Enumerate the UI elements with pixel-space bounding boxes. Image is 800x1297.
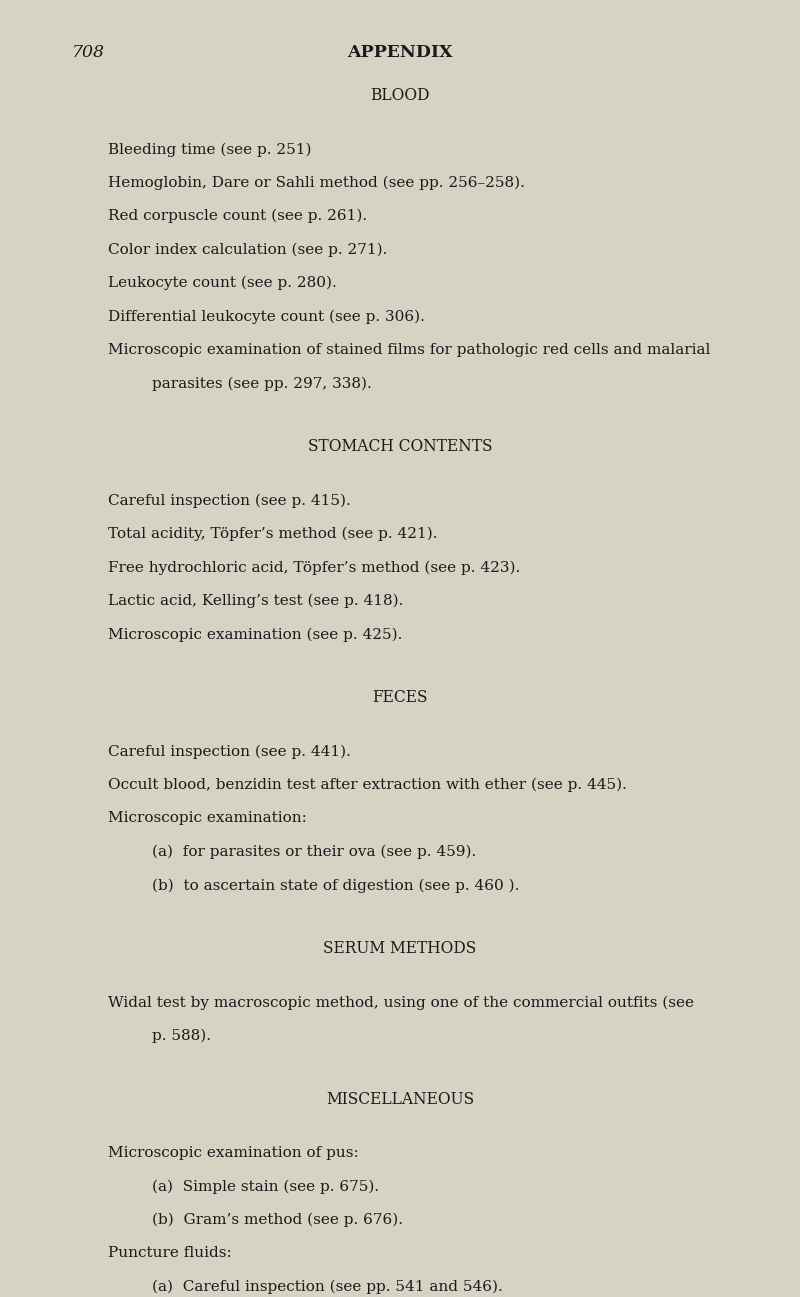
Text: Red corpuscle count (see p. 261).: Red corpuscle count (see p. 261). [108,209,367,223]
Text: Lactic acid, Kelling’s test (see p. 418).: Lactic acid, Kelling’s test (see p. 418)… [108,594,403,608]
Text: Microscopic examination of pus:: Microscopic examination of pus: [108,1147,358,1160]
Text: APPENDIX: APPENDIX [347,44,453,61]
Text: Microscopic examination:: Microscopic examination: [108,812,307,825]
Text: (a)  Simple stain (see p. 675).: (a) Simple stain (see p. 675). [152,1179,379,1193]
Text: Microscopic examination (see p. 425).: Microscopic examination (see p. 425). [108,628,402,642]
Text: STOMACH CONTENTS: STOMACH CONTENTS [308,438,492,455]
Text: (b)  Gram’s method (see p. 676).: (b) Gram’s method (see p. 676). [152,1213,403,1227]
Text: BLOOD: BLOOD [370,87,430,104]
Text: FECES: FECES [372,689,428,707]
Text: MISCELLANEOUS: MISCELLANEOUS [326,1091,474,1108]
Text: Widal test by macroscopic method, using one of the commercial outfits (see: Widal test by macroscopic method, using … [108,995,694,1010]
Text: Occult blood, benzidin test after extraction with ether (see p. 445).: Occult blood, benzidin test after extrac… [108,778,627,792]
Text: Total acidity, Töpfer’s method (see p. 421).: Total acidity, Töpfer’s method (see p. 4… [108,527,438,541]
Text: Free hydrochloric acid, Töpfer’s method (see p. 423).: Free hydrochloric acid, Töpfer’s method … [108,560,520,575]
Text: (a)  Careful inspection (see pp. 541 and 546).: (a) Careful inspection (see pp. 541 and … [152,1280,502,1294]
Text: (b)  to ascertain state of digestion (see p. 460 ).: (b) to ascertain state of digestion (see… [152,878,519,892]
Text: Puncture fluids:: Puncture fluids: [108,1246,232,1261]
Text: Hemoglobin, Dare or Sahli method (see pp. 256–258).: Hemoglobin, Dare or Sahli method (see pp… [108,175,525,189]
Text: Leukocyte count (see p. 280).: Leukocyte count (see p. 280). [108,276,337,291]
Text: Color index calculation (see p. 271).: Color index calculation (see p. 271). [108,243,387,257]
Text: p. 588).: p. 588). [152,1029,211,1043]
Text: 708: 708 [72,44,105,61]
Text: SERUM METHODS: SERUM METHODS [323,940,477,957]
Text: Microscopic examination of stained films for pathologic red cells and malarial: Microscopic examination of stained films… [108,342,710,357]
Text: Careful inspection (see p. 441).: Careful inspection (see p. 441). [108,744,351,759]
Text: Differential leukocyte count (see p. 306).: Differential leukocyte count (see p. 306… [108,310,425,324]
Text: Bleeding time (see p. 251): Bleeding time (see p. 251) [108,143,311,157]
Text: Careful inspection (see p. 415).: Careful inspection (see p. 415). [108,493,350,508]
Text: parasites (see pp. 297, 338).: parasites (see pp. 297, 338). [152,376,372,390]
Text: (a)  for parasites or their ova (see p. 459).: (a) for parasites or their ova (see p. 4… [152,844,476,859]
